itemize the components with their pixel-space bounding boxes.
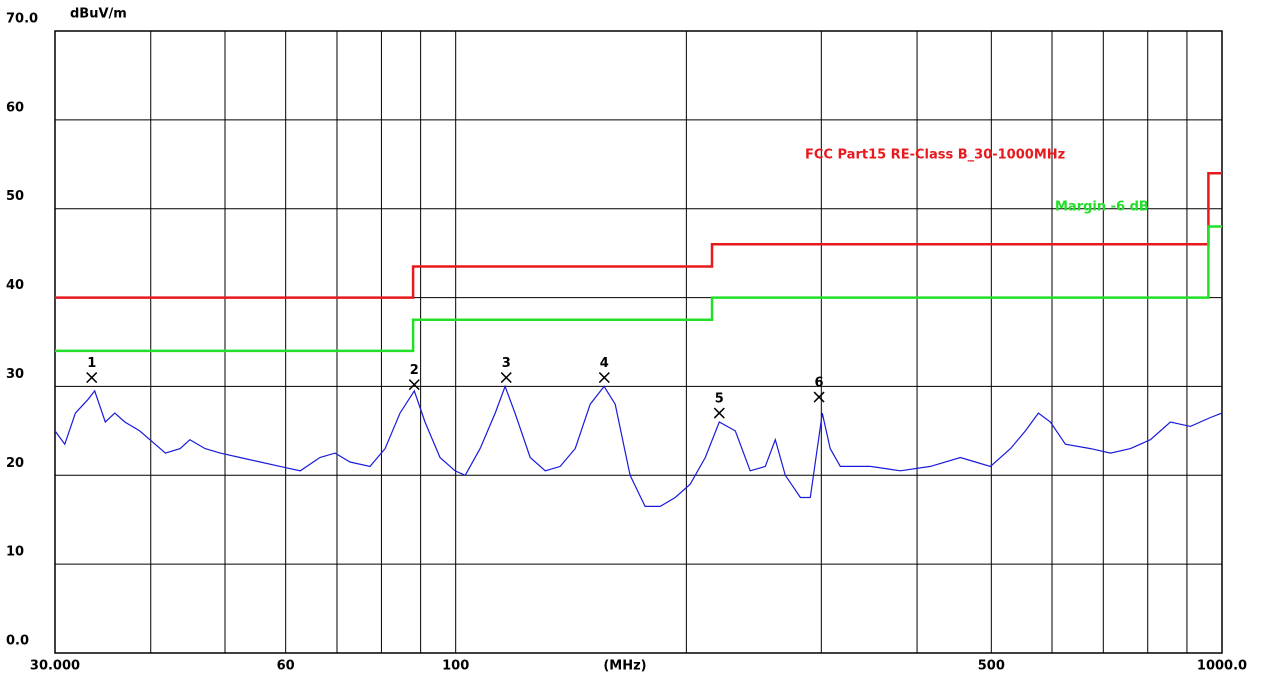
legend-entry: FCC Part15 RE-Class B_30-1000MHz [805, 148, 1065, 163]
peak-marker [408, 379, 420, 391]
peak-label: 5 [715, 392, 724, 407]
y-tick-label: 40 [6, 278, 24, 293]
x-tick-label: 30.000 [30, 659, 80, 674]
x-tick-label: 1000.0 [1197, 659, 1247, 674]
peak-label: 2 [410, 363, 419, 378]
peak-label: 1 [87, 356, 96, 371]
peak-marker [813, 391, 825, 403]
peak-marker [713, 407, 725, 419]
legend-entry: Margin -6 dB [1055, 200, 1149, 215]
limit-line [55, 225, 1222, 353]
x-axis-label: (MHz) [603, 659, 646, 674]
y-tick-label: 60 [6, 100, 24, 115]
trace [54, 384, 1223, 507]
y-tick-label: 20 [6, 456, 24, 471]
plot-border [54, 30, 1223, 654]
x-tick-label: 60 [277, 659, 295, 674]
limit-line [55, 171, 1222, 299]
peak-label: 3 [502, 356, 511, 371]
y-tick-label: 10 [6, 545, 24, 560]
peak-marker [86, 372, 98, 384]
y-tick-label: 0.0 [6, 634, 29, 649]
y-tick-label: 70.0 [6, 12, 38, 27]
y-unit: dBuV/m [70, 7, 127, 22]
x-tick-label: 500 [978, 659, 1005, 674]
peak-label: 6 [815, 376, 824, 391]
peak-label: 4 [600, 356, 609, 371]
peak-marker [500, 372, 512, 384]
peak-marker [598, 372, 610, 384]
y-tick-label: 30 [6, 367, 24, 382]
x-tick-label: 100 [442, 659, 469, 674]
y-tick-label: 50 [6, 189, 24, 204]
